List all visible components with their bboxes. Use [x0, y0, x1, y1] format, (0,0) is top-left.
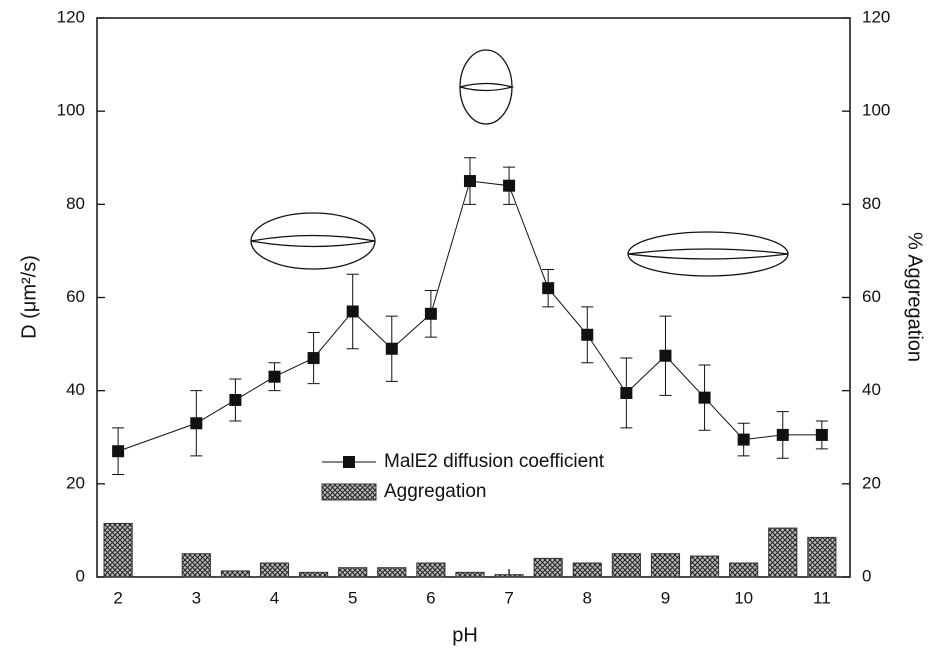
y2-tick-label: 20 [862, 473, 881, 492]
x-tick-label: 8 [583, 588, 592, 607]
y-tick-label: 0 [76, 566, 85, 585]
y-axis-title: D (μm²/s) [18, 255, 40, 339]
marker [268, 370, 281, 383]
bar [377, 567, 407, 578]
marker [463, 175, 476, 188]
bar [729, 562, 759, 578]
marker [698, 391, 711, 404]
marker [503, 179, 516, 192]
x-tick-label: 11 [813, 588, 831, 607]
x-tick-label: 5 [348, 588, 357, 607]
marker [542, 282, 555, 295]
bar [494, 574, 524, 578]
marker [346, 305, 359, 318]
y-tick-label: 100 [57, 101, 85, 120]
y-tick-label: 40 [66, 380, 85, 399]
bar [259, 562, 290, 578]
marker [815, 428, 828, 441]
y2-tick-label: 60 [862, 287, 881, 306]
y2-tick-label: 80 [862, 194, 881, 213]
x-tick-label: 4 [270, 588, 279, 607]
marker [424, 307, 437, 320]
bar [807, 536, 837, 578]
y-tick-label: 120 [57, 7, 85, 26]
x-tick-label: 6 [426, 588, 435, 607]
x-tick-label: 2 [113, 588, 122, 607]
marker [776, 428, 789, 441]
y2-axis-title: % Aggregation [904, 232, 926, 362]
bar [455, 571, 485, 578]
y-tick-label: 80 [66, 194, 85, 213]
y-tick-label: 20 [66, 473, 85, 492]
x-tick-label: 10 [734, 588, 753, 607]
bar [611, 553, 641, 578]
y2-tick-label: 120 [862, 7, 890, 26]
marker [385, 342, 398, 355]
bar [533, 557, 563, 578]
x-tick-label: 7 [504, 588, 513, 607]
x-axis-title: pH [452, 624, 478, 646]
y2-tick-label: 0 [862, 566, 871, 585]
marker [659, 349, 672, 362]
line [117, 180, 822, 452]
marker [581, 328, 594, 341]
bar [299, 571, 329, 578]
bar [220, 570, 250, 578]
y2-tick-label: 40 [862, 380, 881, 399]
marker [307, 352, 320, 365]
x-tick-label: 9 [661, 588, 670, 607]
y-tick-label: 60 [66, 287, 85, 306]
marker [190, 417, 203, 430]
legend-label: MalE2 diffusion coefficient [384, 451, 605, 472]
marker [229, 393, 242, 406]
bar [181, 553, 211, 578]
shape-icons [250, 49, 789, 277]
legend-swatch [343, 456, 355, 468]
bar [572, 562, 602, 578]
legend-label: Aggregation [384, 481, 486, 502]
bar [338, 567, 368, 578]
marker [112, 445, 125, 458]
x-tick-label: 3 [192, 588, 201, 607]
y2-tick-label: 100 [862, 101, 890, 120]
bar [768, 527, 798, 578]
marker [737, 433, 750, 446]
marker [620, 386, 633, 399]
legend-swatch [321, 483, 377, 501]
bar [689, 555, 720, 578]
bar [103, 522, 133, 578]
bar [650, 553, 681, 578]
bar [416, 562, 446, 578]
